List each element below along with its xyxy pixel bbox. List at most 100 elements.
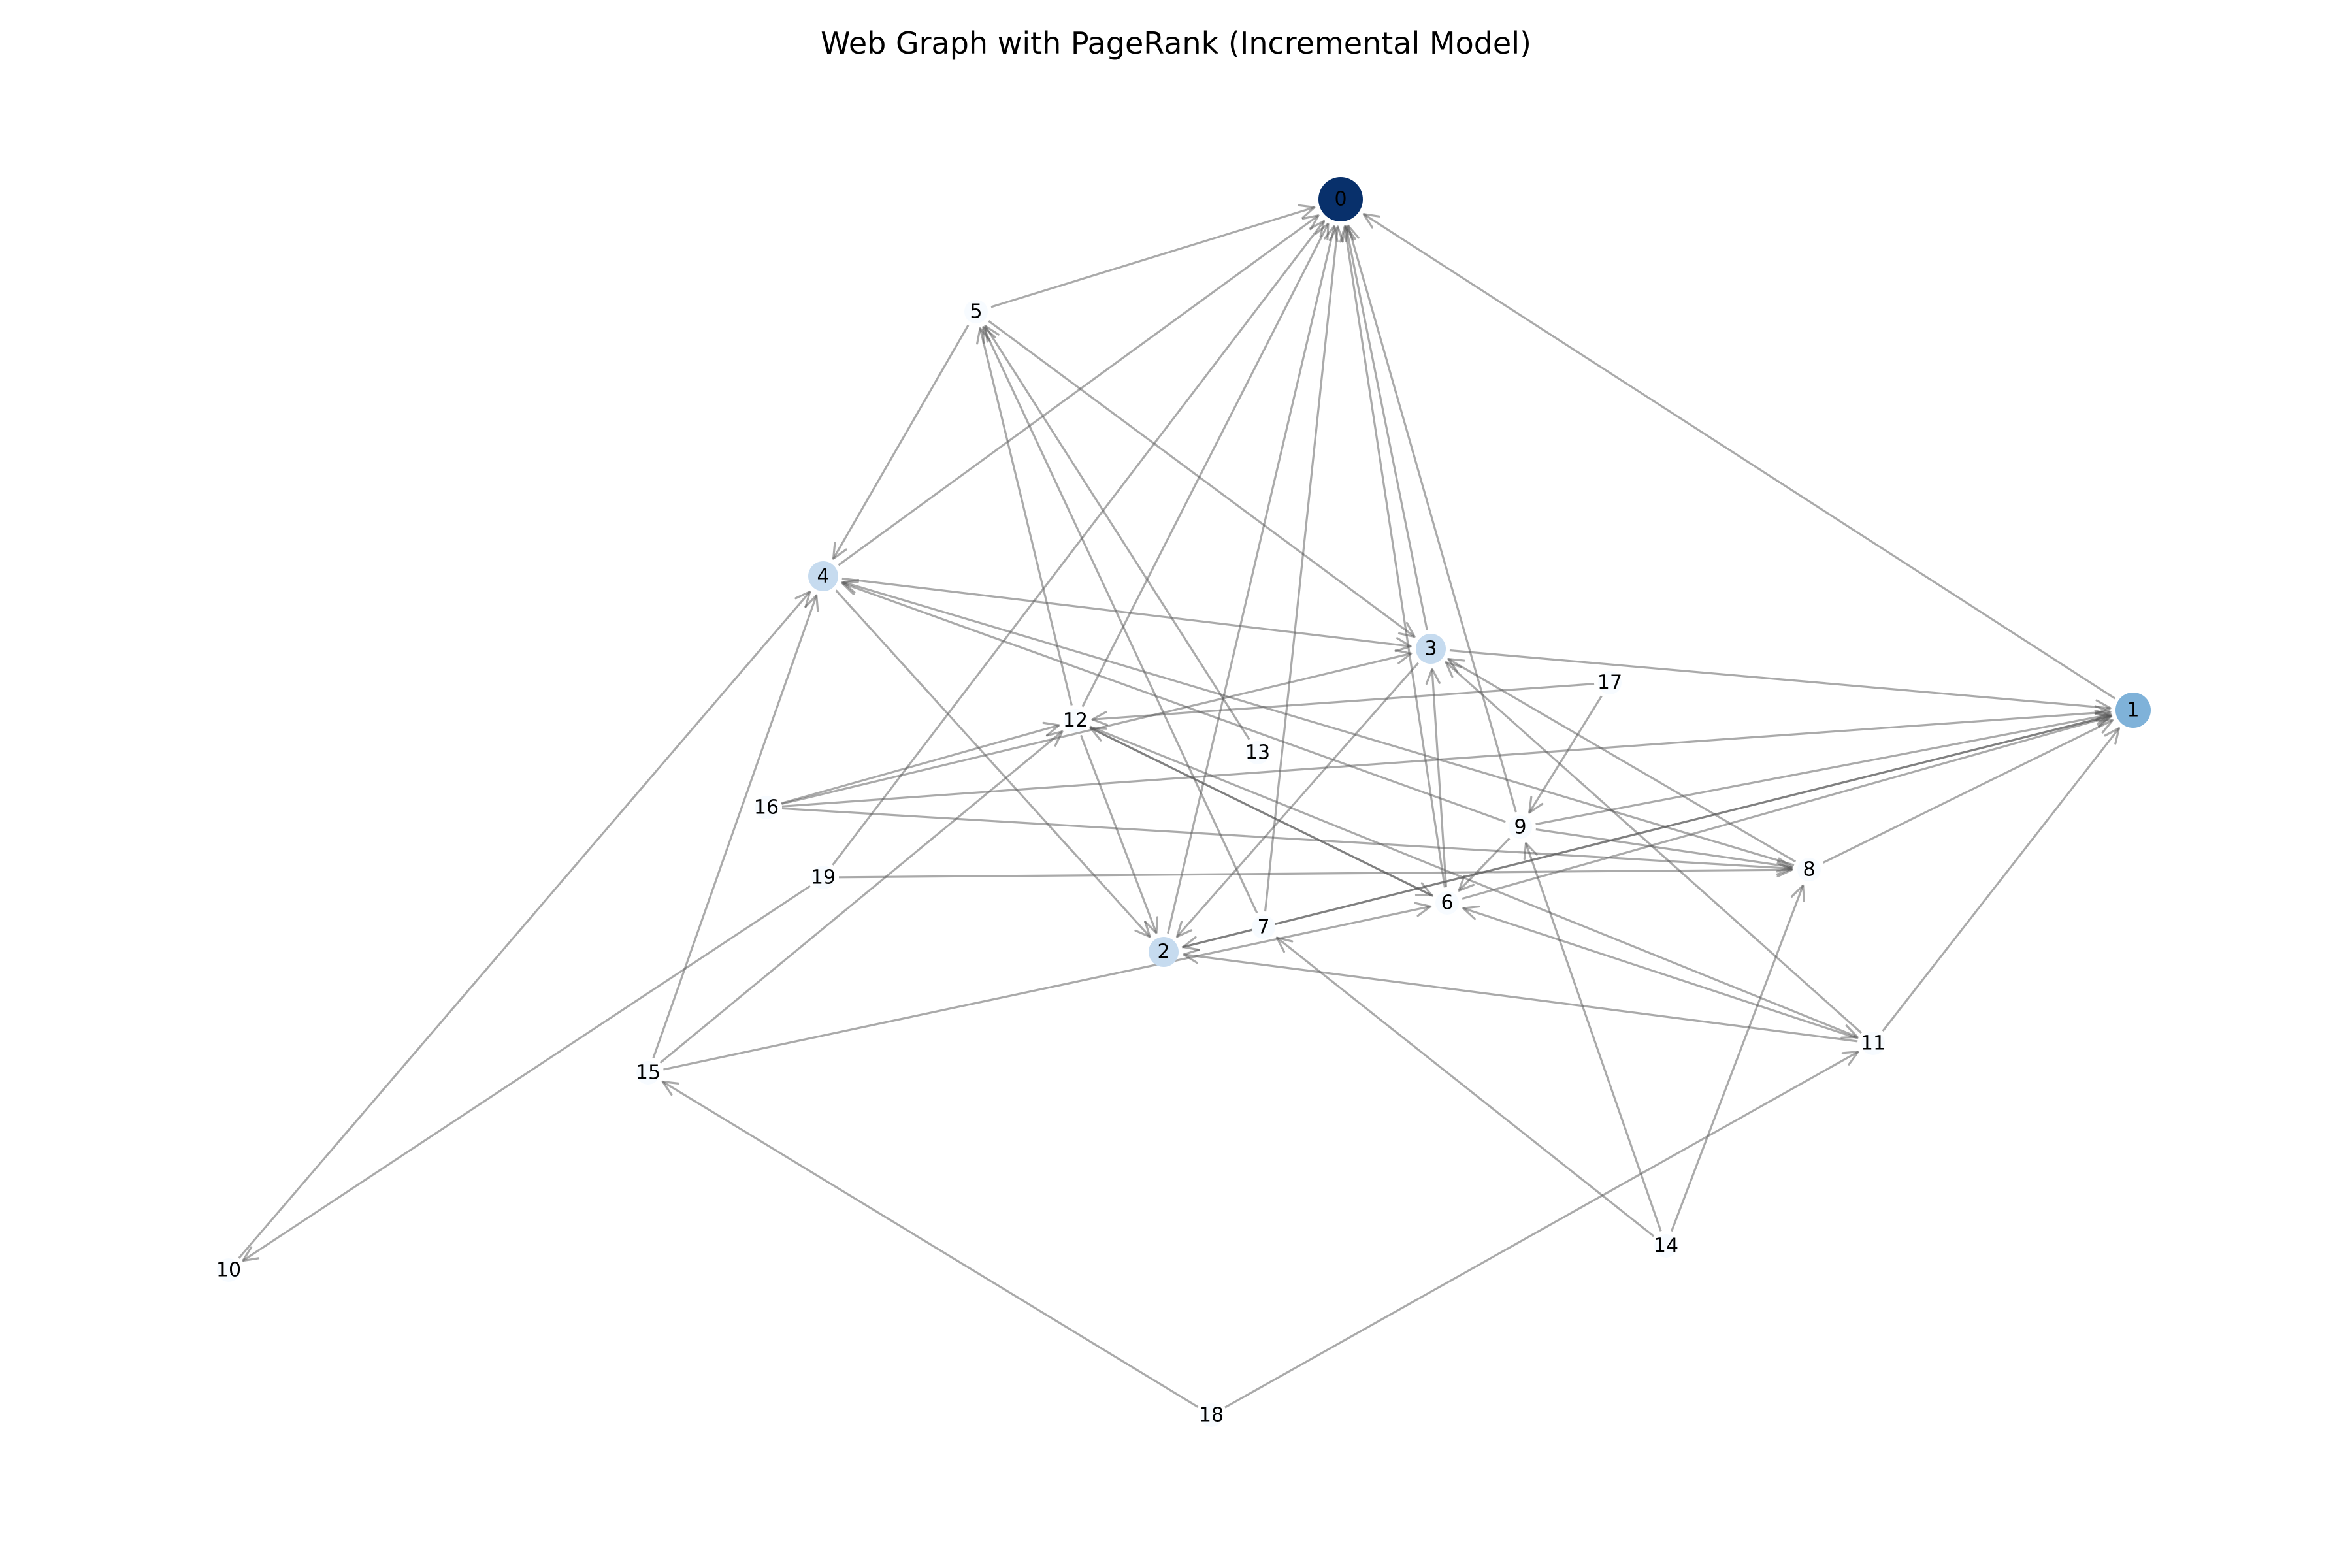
node-circle	[811, 866, 835, 889]
edge-line	[842, 581, 1795, 866]
node-circle	[217, 1258, 240, 1282]
node-0[interactable]: 0	[1318, 177, 1363, 221]
node-label: 17	[1597, 672, 1622, 694]
node-15[interactable]: 15	[636, 1061, 661, 1085]
edge-line	[1183, 953, 1858, 1043]
edge-15-to-4	[652, 594, 819, 1058]
node-12[interactable]: 12	[1063, 709, 1088, 732]
edge-line	[1822, 719, 2114, 864]
edge-17-to-9	[1528, 695, 1603, 814]
edge-line	[1183, 714, 2113, 949]
node-label: 16	[754, 796, 779, 819]
node-14[interactable]: 14	[1654, 1234, 1678, 1258]
edge-line	[781, 807, 1793, 870]
node-10[interactable]: 10	[216, 1258, 241, 1282]
arrowhead-icon	[1790, 884, 1805, 903]
edge-15-to-12	[659, 730, 1064, 1064]
edge-line	[1671, 885, 1805, 1232]
node-13[interactable]: 13	[1245, 741, 1270, 764]
node-3[interactable]: 3	[1416, 634, 1446, 664]
node-circle	[1416, 634, 1446, 664]
arrowhead-icon	[2104, 727, 2121, 745]
arrowhead-icon	[1183, 949, 1200, 964]
edge-line	[982, 326, 1258, 913]
edge-1-to-0	[1362, 213, 2116, 700]
edge-9-to-8	[1535, 828, 1793, 873]
edge-6-to-0	[1339, 225, 1446, 888]
edge-line	[1463, 907, 1859, 1040]
edge-line	[841, 577, 1411, 647]
edge-5-to-4	[832, 324, 970, 560]
edge-12-to-0	[1081, 222, 1330, 708]
arrowhead-icon	[1134, 921, 1151, 938]
node-circle	[1318, 177, 1363, 221]
edge-line	[1525, 843, 1662, 1232]
edge-11-to-3	[1445, 661, 1863, 1034]
edge-14-to-7	[1275, 936, 1655, 1237]
arrowhead-icon	[1841, 1051, 1859, 1066]
edge-line	[1176, 662, 1420, 938]
edge-9-to-4	[841, 580, 1506, 823]
edge-7-to-0	[1264, 225, 1344, 912]
node-5[interactable]: 5	[964, 300, 988, 323]
edge-3-to-2	[1175, 662, 1420, 938]
edge-4-to-2	[835, 589, 1151, 938]
node-9[interactable]: 9	[1509, 815, 1532, 839]
edge-12-to-2	[1080, 734, 1159, 934]
node-label: 8	[1803, 858, 1815, 881]
edge-16-to-8	[781, 807, 1793, 875]
edge-line	[1347, 225, 1517, 813]
node-1[interactable]: 1	[2115, 693, 2151, 728]
node-7[interactable]: 7	[1252, 915, 1275, 939]
edge-line	[832, 324, 970, 559]
edge-line	[1449, 649, 2111, 710]
edge-3-to-1	[1449, 649, 2112, 715]
node-8[interactable]: 8	[1797, 858, 1821, 881]
arrowhead-icon	[982, 325, 996, 344]
node-2[interactable]: 2	[1149, 937, 1179, 967]
node-18[interactable]: 18	[1199, 1403, 1224, 1427]
edge-7-to-5	[982, 325, 1258, 913]
node-11[interactable]: 11	[1861, 1032, 1886, 1055]
arrowhead-icon	[1840, 1024, 1859, 1039]
edge-line	[652, 595, 818, 1058]
node-label: 14	[1654, 1235, 1678, 1258]
edge-10-to-4	[238, 590, 811, 1259]
arrowhead-icon	[1091, 711, 1109, 727]
edge-2-to-0	[1167, 225, 1339, 934]
node-circle	[1246, 741, 1269, 764]
node-circle	[1064, 709, 1087, 732]
edge-line	[988, 320, 1416, 638]
arrowhead-icon	[1328, 225, 1344, 243]
node-6[interactable]: 6	[1435, 891, 1459, 915]
arrowhead-icon	[1144, 916, 1159, 934]
edge-line	[1092, 683, 1595, 721]
arrowhead-icon	[1414, 902, 1432, 917]
node-label: 12	[1063, 710, 1088, 732]
edge-line	[1882, 727, 2120, 1032]
edge-line	[1447, 658, 1797, 863]
node-circle	[1509, 815, 1532, 839]
edge-9-to-6	[1458, 838, 1511, 892]
node-17[interactable]: 17	[1597, 671, 1622, 694]
arrowhead-icon	[1445, 661, 1462, 678]
node-19[interactable]: 19	[811, 866, 836, 889]
edge-17-to-12	[1091, 683, 1595, 727]
edge-19-to-0	[832, 220, 1326, 866]
edge-12-to-11	[1089, 725, 1859, 1039]
arrowhead-icon	[1275, 936, 1294, 953]
node-label: 6	[1441, 892, 1453, 915]
node-16[interactable]: 16	[754, 796, 779, 819]
node-4[interactable]: 4	[808, 561, 838, 591]
node-circle	[1797, 858, 1821, 881]
edge-line	[1528, 695, 1603, 813]
node-label: 3	[1424, 638, 1437, 661]
arrowhead-icon	[1089, 727, 1108, 742]
edge-line	[1276, 936, 1655, 1237]
edge-6-to-12	[1089, 727, 1434, 897]
edge-line	[662, 1081, 1199, 1408]
arrowhead-icon	[1776, 857, 1793, 873]
edge-11-to-1	[1882, 727, 2121, 1032]
